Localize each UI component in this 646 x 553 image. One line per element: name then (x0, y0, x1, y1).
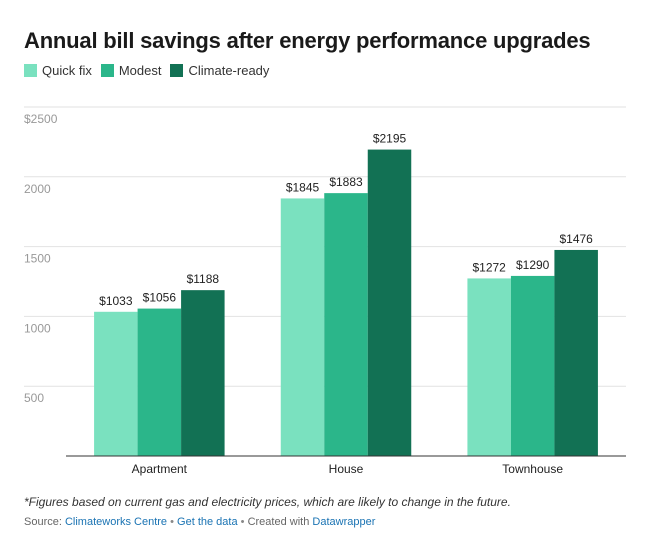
y-tick-label: 500 (24, 391, 44, 405)
data-label: $1272 (472, 260, 506, 274)
bar (181, 290, 225, 456)
legend-swatch-quick-fix (24, 64, 37, 77)
legend-label-climate-ready: Climate-ready (188, 63, 270, 78)
chart-title: Annual bill savings after energy perform… (24, 28, 591, 53)
bar (467, 278, 511, 456)
legend: Quick fix Modest Climate-ready (24, 63, 278, 78)
data-label: $1033 (99, 294, 133, 308)
data-label: $1883 (329, 175, 363, 189)
bar (280, 198, 325, 457)
x-tick-label: House (329, 462, 364, 476)
datawrapper-link[interactable]: Datawrapper (312, 516, 376, 528)
y-tick-label: 1500 (24, 252, 51, 266)
y-tick-label: 1000 (24, 321, 51, 335)
data-label: $1056 (143, 291, 177, 305)
data-label: $1290 (516, 258, 550, 272)
legend-item-climate-ready: Climate-ready (170, 63, 269, 78)
legend-item-modest: Modest (100, 63, 162, 78)
bar (94, 311, 138, 456)
data-label: $1845 (286, 180, 320, 194)
source-link[interactable]: Climateworks Centre (64, 516, 168, 528)
data-label: $1188 (187, 272, 220, 286)
legend-swatch-modest (100, 64, 114, 77)
bar (367, 149, 412, 456)
separator-dot: • (240, 516, 245, 528)
legend-item-quick-fix: Quick fix (24, 63, 92, 78)
bar (324, 193, 368, 457)
bar (554, 249, 598, 456)
x-tick-label: Apartment (132, 462, 188, 476)
y-tick-label: $2500 (24, 112, 58, 126)
y-tick-label: 2000 (24, 182, 51, 196)
legend-label-quick-fix: Quick fix (42, 63, 92, 78)
legend-swatch-climate-ready (170, 64, 184, 77)
legend-label-modest: Modest (118, 63, 162, 78)
x-tick-label: Townhouse (502, 462, 563, 476)
bar (510, 275, 555, 456)
source-prefix: Source: (24, 516, 65, 528)
source-line: Source: Climateworks Centre • Get the da… (24, 516, 375, 528)
get-the-data-link[interactable]: Get the data (177, 516, 238, 528)
separator-dot: • (170, 516, 174, 528)
bar (137, 308, 182, 456)
footnote: *Figures based on current gas and electr… (24, 495, 511, 509)
data-label: $1476 (559, 232, 593, 246)
data-label: $2195 (373, 132, 407, 146)
created-with-text: Created with (247, 516, 313, 528)
bar-chart: 500 1000 1500 2000 $2500 $1033 $1056 $1188 Apart… (24, 106, 626, 476)
